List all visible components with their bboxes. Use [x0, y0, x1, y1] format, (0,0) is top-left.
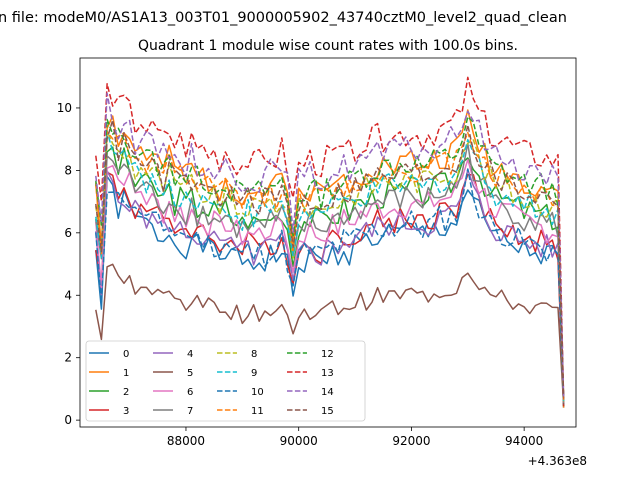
chart-suptitle: n file: modeM0/AS1A13_003T01_9000005902_…: [0, 10, 567, 26]
legend-box: [85, 340, 366, 422]
series-layer: [95, 76, 565, 408]
y-tick-label: 2: [64, 351, 72, 365]
series-line-12: [95, 116, 565, 399]
legend-label-10: 10: [251, 387, 264, 398]
y-tick-label: 0: [64, 413, 72, 427]
legend-label-15: 15: [321, 406, 334, 417]
x-tick-label: 94000: [505, 434, 543, 448]
legend-label-12: 12: [321, 349, 334, 360]
legend-label-9: 9: [251, 368, 257, 379]
legend-label-2: 2: [123, 387, 129, 398]
legend-label-14: 14: [321, 387, 334, 398]
chart-title: Quadrant 1 module wise count rates with …: [138, 38, 518, 54]
y-tick-label: 4: [64, 288, 72, 302]
y-tick-label: 10: [57, 101, 72, 115]
series-line-7: [95, 142, 565, 404]
legend-label-7: 7: [187, 406, 193, 417]
series-line-8: [95, 130, 565, 402]
series-line-4: [95, 168, 565, 405]
y-tick-label: 6: [64, 226, 72, 240]
legend-label-13: 13: [321, 368, 334, 379]
legend-label-4: 4: [187, 349, 193, 360]
axes-frame: [79, 57, 577, 428]
x-tick-label: 90000: [280, 434, 318, 448]
y-tick-label: 8: [64, 163, 72, 177]
series-line-5: [95, 263, 565, 405]
legend-label-0: 0: [123, 349, 129, 360]
series-line-10: [95, 168, 565, 400]
series-line-14: [95, 92, 565, 397]
series-line-9: [95, 130, 565, 402]
series-line-6: [95, 158, 565, 404]
x-tick-label: 88000: [167, 434, 205, 448]
legend-label-1: 1: [123, 368, 129, 379]
legend-label-8: 8: [251, 349, 257, 360]
series-line-13: [95, 76, 565, 399]
x-axis: 88000 90000 92000 94000: [167, 427, 543, 448]
x-tick-label: 92000: [392, 434, 430, 448]
legend-label-11: 11: [251, 406, 264, 417]
y-axis: 0 2 4 6 8 10: [57, 101, 80, 427]
legend-label-5: 5: [187, 368, 193, 379]
x-axis-offset-label: +4.363e8: [528, 454, 587, 468]
series-line-15: [95, 119, 565, 397]
legend-label-6: 6: [187, 387, 193, 398]
legend-label-3: 3: [123, 406, 129, 417]
